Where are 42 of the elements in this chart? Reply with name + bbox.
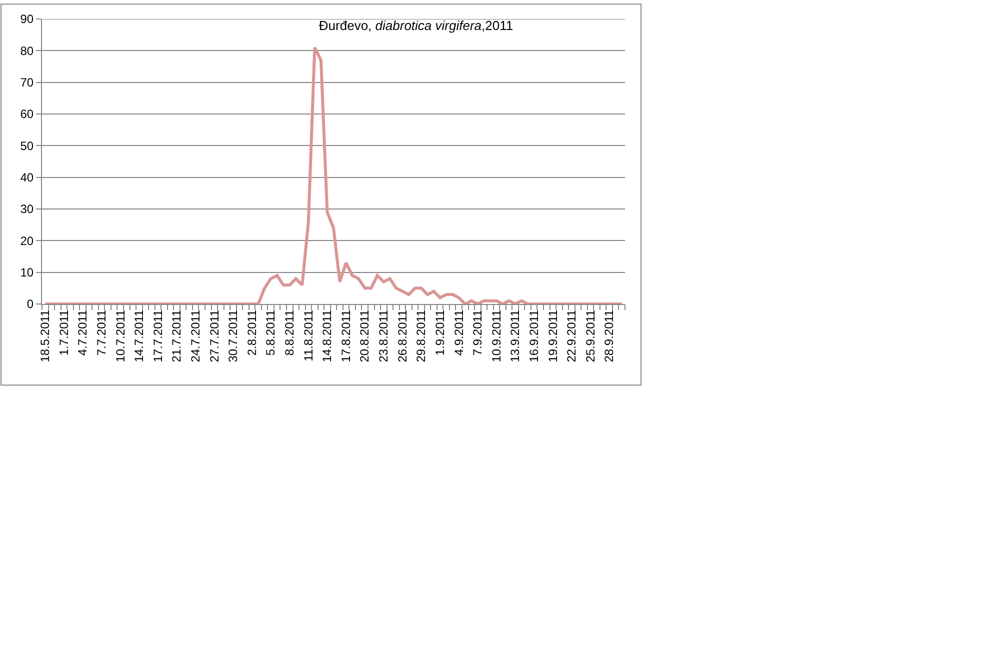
x-tick-label: 18.5.2011 — [38, 309, 52, 362]
x-tick-label: 4.9.2011 — [452, 309, 466, 356]
x-tick-label: 10.7.2011 — [113, 309, 128, 362]
x-tick-label: 11.8.2011 — [301, 309, 316, 362]
x-tick-label: 27.7.2011 — [207, 309, 222, 362]
x-tick-label: 19.9.2011 — [546, 309, 560, 362]
y-tick-label: 80 — [20, 44, 34, 58]
x-tick-label: 22.9.2011 — [564, 309, 579, 362]
y-tick-label: 90 — [20, 12, 34, 26]
x-tick-label: 5.8.2011 — [264, 309, 278, 356]
x-tick-label: 2.8.2011 — [244, 309, 259, 356]
x-tick-label: 17.8.2011 — [338, 309, 353, 362]
y-tick-label: 50 — [20, 138, 34, 153]
x-tick-label: 1.9.2011 — [432, 309, 447, 356]
y-tick-label: 60 — [20, 107, 34, 122]
x-tick-label: 23.8.2011 — [376, 309, 391, 362]
x-tick-label: 28.9.2011 — [602, 309, 616, 362]
x-tick-label: 20.8.2011 — [358, 309, 372, 362]
x-tick-label: 14.8.2011 — [320, 309, 334, 362]
x-tick-label: 29.8.2011 — [414, 309, 428, 362]
y-tick-label: 30 — [20, 202, 34, 216]
x-tick-label: 7.9.2011 — [470, 309, 485, 356]
x-tick-label: 24.7.2011 — [188, 309, 202, 362]
x-tick-label: 14.7.2011 — [132, 309, 146, 362]
chart-title: Đurđevo, diabrotica virgifera,2011 — [318, 18, 514, 34]
x-tick-label: 8.8.2011 — [282, 309, 297, 356]
x-tick-label: 7.7.2011 — [94, 309, 108, 356]
x-tick-label: 21.7.2011 — [170, 309, 184, 362]
x-tick-label: 13.9.2011 — [508, 309, 522, 362]
x-tick-label: 17.7.2011 — [150, 309, 165, 362]
x-tick-label: 4.7.2011 — [76, 309, 90, 356]
x-tick-label: 26.8.2011 — [395, 309, 410, 362]
x-tick-label: 1.7.2011 — [56, 309, 71, 356]
y-tick-label: 0 — [26, 297, 34, 312]
x-tick-label: 25.9.2011 — [583, 309, 598, 362]
x-tick-label: 16.9.2011 — [527, 309, 541, 362]
y-tick-label: 40 — [20, 170, 34, 185]
y-tick-label: 10 — [20, 266, 34, 280]
x-tick-label: 10.9.2011 — [489, 309, 504, 362]
y-tick-label: 20 — [20, 234, 34, 248]
y-tick-label: 70 — [20, 76, 34, 90]
x-tick-label: 30.7.2011 — [226, 309, 240, 362]
